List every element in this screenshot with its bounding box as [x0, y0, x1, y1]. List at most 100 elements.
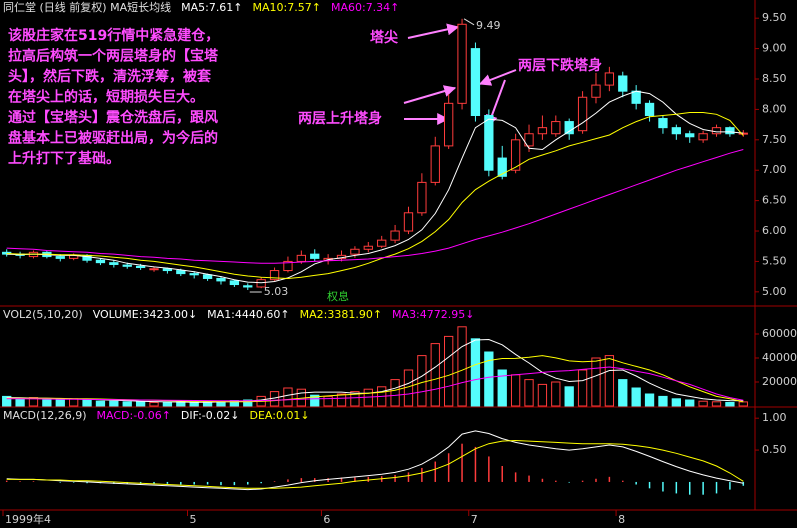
volume-bar	[444, 335, 454, 407]
candle-body	[644, 102, 655, 116]
volume-bar	[564, 386, 574, 407]
candle-body	[350, 248, 360, 255]
volume-bar	[430, 343, 440, 407]
legend-entry: 同仁堂 (日线 前复权) MA短长均线	[3, 0, 171, 14]
peak-pointer	[463, 18, 475, 26]
candle-body	[189, 273, 199, 276]
peak-label: 9.49	[476, 19, 501, 32]
annotation-block: 该股庄家在519行情中紧急建仓， 拉高后构筑一个两层塔身的【宝塔头】，然后下跌，清…	[8, 27, 219, 167]
x-tick-label: 5	[190, 513, 197, 526]
candle-body	[55, 256, 65, 259]
y-tick-label: 60000	[762, 327, 797, 340]
volume-bar	[484, 351, 494, 407]
note-line: 在塔尖上的话，短期损失巨大。	[8, 89, 204, 106]
volume-bar	[497, 369, 507, 407]
candle-body	[497, 157, 507, 177]
volume-bar	[42, 399, 52, 407]
legend-entry: VOLUME:3423.00↓	[93, 308, 197, 321]
volume-bar	[149, 401, 159, 407]
x-tick-label: 8	[618, 513, 625, 526]
callout: 两层下跌塔身	[518, 57, 602, 74]
candle-body	[444, 102, 454, 147]
candle-body	[377, 239, 387, 247]
legend-entry: MA10:7.57↑	[253, 1, 321, 14]
volume-bar	[631, 387, 641, 407]
volume-bar	[604, 355, 615, 407]
trough-label: 5.03	[264, 285, 289, 298]
volume-bar	[591, 357, 601, 407]
volume-bar	[189, 401, 199, 407]
y-tick-label: 9.00	[762, 42, 787, 55]
y-tick-label: 6.50	[762, 194, 787, 207]
candle-body	[685, 133, 695, 138]
candle-body	[631, 90, 641, 104]
ma-line	[6, 112, 744, 280]
legend-entry: MACD(12,26,9)	[3, 409, 87, 422]
legend-entry: DIF:-0.02↓	[181, 409, 240, 422]
candle-body	[403, 212, 414, 232]
volume-bar	[82, 399, 92, 407]
volume-bar	[109, 400, 119, 407]
candle-body	[202, 274, 213, 279]
candle-body	[738, 132, 748, 135]
y-tick-label: 9.50	[762, 11, 787, 24]
candle-body	[510, 139, 521, 171]
ma-line	[6, 439, 744, 489]
arrow	[478, 69, 517, 86]
candle-body	[417, 181, 427, 214]
volume-bar	[310, 394, 320, 407]
volume-bar	[658, 395, 668, 407]
legend-entry: MA60:7.34↑	[331, 1, 399, 14]
candle-body	[725, 127, 735, 135]
candle-body	[310, 253, 320, 259]
candle-body	[135, 265, 146, 269]
candle-body	[229, 280, 240, 286]
candle-body	[470, 48, 481, 116]
volume-bar	[524, 379, 534, 407]
candle-body	[430, 145, 440, 183]
volume-bar	[685, 399, 695, 407]
candle-body	[457, 23, 467, 104]
candle-body	[176, 270, 186, 275]
candle-body	[484, 114, 494, 171]
x-tick-label: 6	[323, 513, 330, 526]
volume-bar	[350, 391, 360, 407]
candle-body	[296, 254, 306, 262]
volume-bar	[470, 338, 481, 407]
note-line: 拉高后构筑一个两层塔身的【宝塔	[8, 48, 219, 65]
candle-body	[537, 127, 548, 135]
candle-body	[216, 277, 226, 282]
y-tick-label: 20000	[762, 375, 797, 388]
legend-entry: MACD:-0.06↑	[97, 409, 171, 422]
volume-bar	[711, 401, 722, 407]
y-tick-label: 6.00	[762, 224, 787, 237]
candle-body	[390, 230, 400, 241]
y-tick-label: 5.50	[762, 254, 787, 267]
legend-entry: MA1:4440.60↑	[207, 308, 289, 321]
volume-bar	[457, 326, 467, 407]
x-tick-label: 1999年4	[5, 512, 51, 526]
note-line: 上升打下了基础。	[8, 150, 120, 167]
y-tick-label: 8.00	[762, 102, 787, 115]
legend-entry: MA5:7.61↑	[181, 1, 242, 14]
volume-bar	[243, 399, 253, 407]
volume-bar	[55, 399, 65, 407]
volume-bar	[390, 379, 400, 407]
candle-body	[109, 262, 119, 265]
legend-entry: MA3:4772.95↓	[392, 308, 474, 321]
legend-entry: VOL2(5,10,20)	[3, 308, 83, 321]
candle-body	[149, 268, 159, 271]
volume-bar	[698, 400, 708, 407]
volume-bar	[2, 395, 12, 407]
y-tick-label: 7.00	[762, 163, 787, 176]
candle-body	[671, 127, 681, 135]
candle-body	[269, 270, 280, 281]
candle-body	[658, 118, 668, 129]
volume-bar	[122, 401, 132, 407]
candle-body	[95, 259, 106, 264]
volume-bar	[618, 379, 628, 407]
volume-bar	[537, 383, 548, 407]
volume-bar	[283, 387, 293, 407]
candle-body	[524, 133, 534, 147]
